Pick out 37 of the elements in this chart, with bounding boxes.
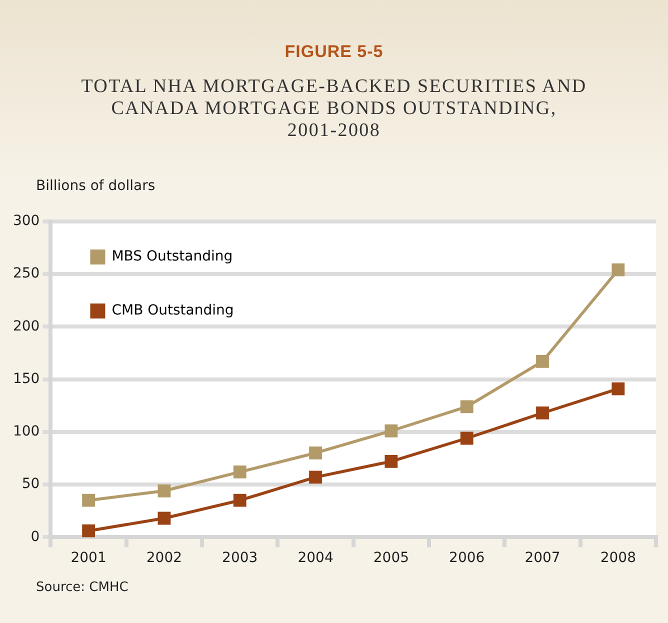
x-tick-label: 2002 bbox=[146, 550, 182, 566]
x-tick-label: 2007 bbox=[524, 550, 560, 566]
y-tick-label: 50 bbox=[22, 476, 40, 492]
point bbox=[460, 400, 474, 414]
point bbox=[82, 494, 95, 507]
x-tick-label: 2003 bbox=[222, 550, 258, 566]
x-tick-label: 2004 bbox=[298, 550, 334, 566]
point bbox=[158, 512, 171, 525]
point bbox=[233, 465, 246, 478]
y-tick-label: 300 bbox=[12, 213, 40, 230]
point bbox=[612, 382, 625, 396]
x-tick-label: 2008 bbox=[600, 550, 636, 566]
source-note: Source: CMHC bbox=[36, 580, 128, 595]
point bbox=[233, 494, 246, 507]
point bbox=[384, 454, 398, 468]
x-tick-label: 2001 bbox=[70, 550, 106, 566]
y-tick-label: 100 bbox=[12, 424, 40, 440]
point bbox=[612, 263, 625, 276]
y-tick-label: 150 bbox=[12, 370, 40, 387]
chart-title: FIGURE 5-5 bbox=[284, 42, 384, 62]
point bbox=[536, 406, 549, 420]
y-axis-title: Billions of dollars bbox=[36, 178, 156, 194]
y-tick-label: 250 bbox=[12, 266, 40, 282]
y-tick-label: 0 bbox=[30, 528, 40, 545]
text: TOTAL NHA MORTGAGE-BACKED SECURITIES AND CANADA MORTGAGE BONDS OUTSTANDING, 2001-2008 bbox=[81, 76, 587, 141]
point bbox=[309, 446, 322, 460]
legend-label: MBS Outstanding bbox=[112, 248, 233, 265]
x-tick-label: 2006 bbox=[449, 550, 485, 566]
x-tick-label: 2005 bbox=[373, 550, 410, 566]
y-tick-label: 200 bbox=[12, 318, 40, 334]
point bbox=[309, 470, 322, 484]
point bbox=[158, 484, 171, 498]
point bbox=[460, 432, 474, 445]
point bbox=[536, 354, 549, 368]
legend-label: CMB Outstanding bbox=[112, 302, 234, 319]
point bbox=[384, 424, 398, 438]
point bbox=[82, 524, 95, 538]
